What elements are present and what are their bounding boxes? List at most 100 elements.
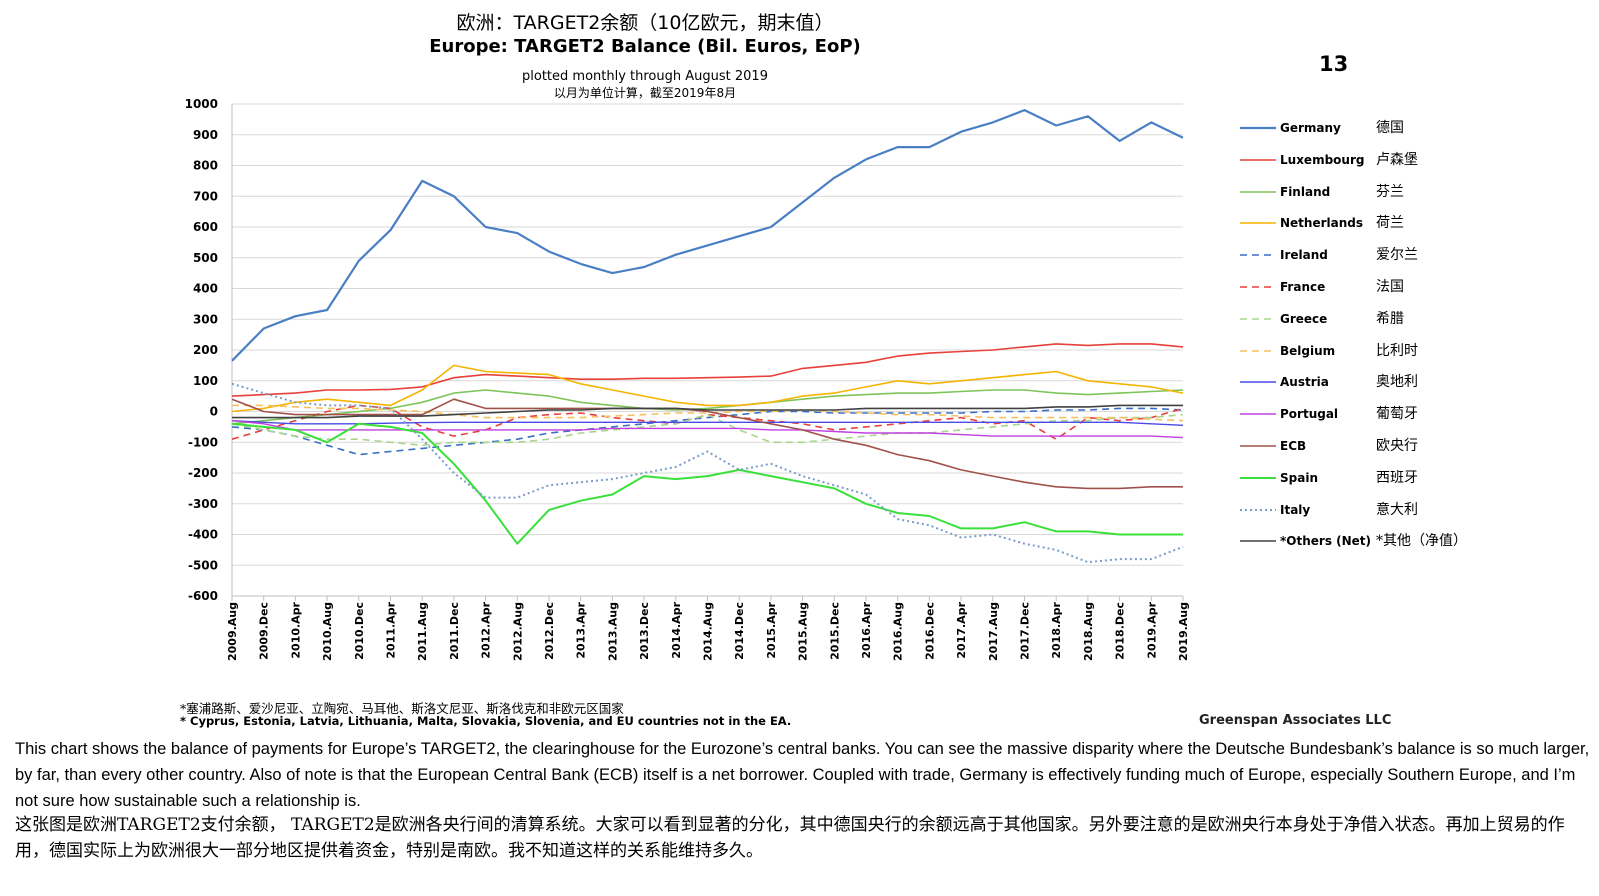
legend-label-en: Finland [1280, 184, 1331, 199]
legend-label-en: Ireland [1280, 248, 1328, 263]
x-tick-label: 2015.Dec [828, 602, 841, 660]
series-line-luxembourg [231, 343, 1184, 397]
x-tick-label: 2018.Apr [1050, 601, 1063, 658]
legend-label-en: Portugal [1280, 407, 1339, 422]
x-tick-label: 2018.Dec [1114, 602, 1127, 660]
x-tick-label: 2010.Apr [289, 601, 302, 658]
series-line-netherlands [231, 364, 1184, 413]
series-line-austria [231, 420, 1184, 426]
chart-title-cn: 欧洲：TARGET2余额（10亿欧元，期末值） [456, 12, 834, 34]
legend-swatch [1240, 254, 1276, 256]
series-line-germany [231, 108, 1184, 362]
x-tick-label: 2016.Dec [923, 602, 936, 660]
x-axis: 2009.Aug 2009.Dec 2010.Apr 2010.Aug 2010.Dec… [226, 595, 1190, 661]
legend-swatch [1240, 126, 1276, 130]
legend-item-others-net: *Others (Net) *其他（净值） [1238, 530, 1538, 554]
y-tick-label: 0 [210, 405, 218, 419]
x-tick-label: 2017.Dec [1019, 602, 1032, 660]
legend-swatch [1240, 222, 1276, 225]
caption-cn: 这张图是欧洲TARGET2支付余额， TARGET2是欧洲各央行间的清算系统。大… [15, 815, 1565, 861]
legend-swatch [1240, 540, 1276, 543]
x-tick-label: 2014.Apr [670, 601, 683, 658]
legend-label-cn: 爱尔兰 [1376, 247, 1418, 264]
legend-label-en: Luxembourg [1280, 152, 1365, 167]
y-tick-label: -200 [188, 466, 218, 480]
legend-label-en: Italy [1280, 502, 1311, 517]
legend-item-ecb: ECB 欧央行 [1238, 435, 1538, 459]
legend-label-en: Spain [1280, 470, 1318, 485]
legend-label-en: Germany [1280, 121, 1341, 135]
legend-swatch [1240, 190, 1276, 193]
series-lines [231, 108, 1184, 564]
x-tick-label: 2016.Apr [860, 601, 873, 658]
legend-swatch [1240, 413, 1276, 415]
legend-swatch [1240, 158, 1276, 161]
legend-label-en: France [1280, 280, 1326, 294]
legend-item-austria: Austria 奥地利 [1238, 371, 1538, 395]
x-tick-label: 2011.Dec [448, 602, 461, 660]
legend-label-cn: 西班牙 [1376, 469, 1418, 486]
x-tick-label: 2009.Aug [226, 602, 239, 661]
series-line-greece [231, 413, 1184, 447]
y-tick-label: 200 [193, 343, 218, 357]
series-line-portugal [231, 420, 1184, 439]
y-tick-label: -600 [188, 589, 218, 603]
y-tick-label: 100 [193, 374, 218, 388]
legend-label-en: Greece [1280, 311, 1328, 326]
legend-label-en: Netherlands [1280, 216, 1364, 231]
y-tick-label: -400 [188, 528, 218, 542]
legend-item-portugal: Portugal 葡萄牙 [1238, 403, 1538, 427]
x-tick-label: 2013.Dec [638, 602, 651, 660]
x-tick-label: 2010.Dec [353, 602, 366, 660]
series-line-italy [231, 382, 1184, 564]
legend-label-cn: 法国 [1376, 279, 1404, 295]
legend-item-luxembourg: Luxembourg 卢森堡 [1238, 149, 1538, 173]
x-tick-label: 2017.Apr [955, 601, 968, 658]
x-tick-label: 2012.Apr [480, 601, 493, 658]
legend-item-greece: Greece 希腊 [1238, 308, 1538, 332]
x-tick-label: 2019.Aug [1177, 602, 1190, 661]
legend-item-germany: Germany 德国 [1238, 117, 1538, 141]
series-line-ecb [231, 398, 1183, 490]
x-tick-label: 2015.Aug [797, 602, 810, 661]
y-tick-label: 900 [193, 128, 218, 142]
footnote-en: * Cyprus, Estonia, Latvia, Lithuania, Ma… [180, 714, 792, 728]
x-tick-label: 2018.Aug [1082, 602, 1095, 661]
series-line-others-net [232, 404, 1183, 419]
legend-item-belgium: Belgium 比利时 [1238, 340, 1538, 364]
y-tick-label: -300 [188, 497, 218, 511]
legend-label-en: *Others (Net) [1280, 534, 1372, 549]
x-tick-label: 2011.Aug [416, 602, 429, 661]
chart-title-en: Europe: TARGET2 Balance (Bil. Euros, EoP… [429, 36, 861, 57]
legend-label-cn: 欧央行 [1376, 438, 1418, 454]
y-tick-label: 600 [193, 220, 218, 234]
legend-label-cn: *其他（净值） [1376, 533, 1467, 550]
series-line-france [231, 404, 1184, 441]
legend-item-italy: Italy 意大利 [1238, 499, 1538, 523]
x-tick-label: 2016.Aug [892, 602, 905, 661]
legend-swatch [1240, 381, 1276, 384]
legend-swatch [1240, 508, 1276, 511]
legend-label-cn: 奥地利 [1376, 374, 1418, 391]
legend-item-france: France 法国 [1238, 276, 1538, 300]
y-tick-label: 700 [193, 189, 218, 203]
y-tick-label: -100 [188, 435, 218, 449]
legend-label-cn: 希腊 [1376, 310, 1404, 327]
series-line-belgium [232, 404, 1184, 422]
x-tick-label: 2015.Apr [765, 601, 778, 658]
target2-line-chart: 10009008007006005004003002001000-100-200… [185, 97, 1190, 661]
x-tick-label: 2019.Apr [1145, 601, 1158, 658]
legend-label-en: Belgium [1280, 343, 1336, 358]
legend-label-cn: 芬兰 [1376, 183, 1404, 200]
y-tick-label: 1000 [185, 97, 218, 111]
x-tick-label: 2013.Aug [606, 602, 619, 661]
y-tick-label: -500 [188, 558, 218, 572]
legend-swatch [1240, 349, 1276, 352]
legend-item-ireland: Ireland 爱尔兰 [1238, 244, 1538, 268]
y-tick-label: 800 [193, 159, 218, 173]
y-tick-label: 500 [193, 251, 218, 265]
footnote-cn: *塞浦路斯、爱沙尼亚、立陶宛、马耳他、斯洛文尼亚、斯洛伐克和非欧元区国家 [180, 701, 624, 716]
x-tick-label: 2009.Dec [258, 602, 271, 660]
chart-gridlines [232, 103, 1183, 597]
legend-swatch [1240, 317, 1276, 320]
